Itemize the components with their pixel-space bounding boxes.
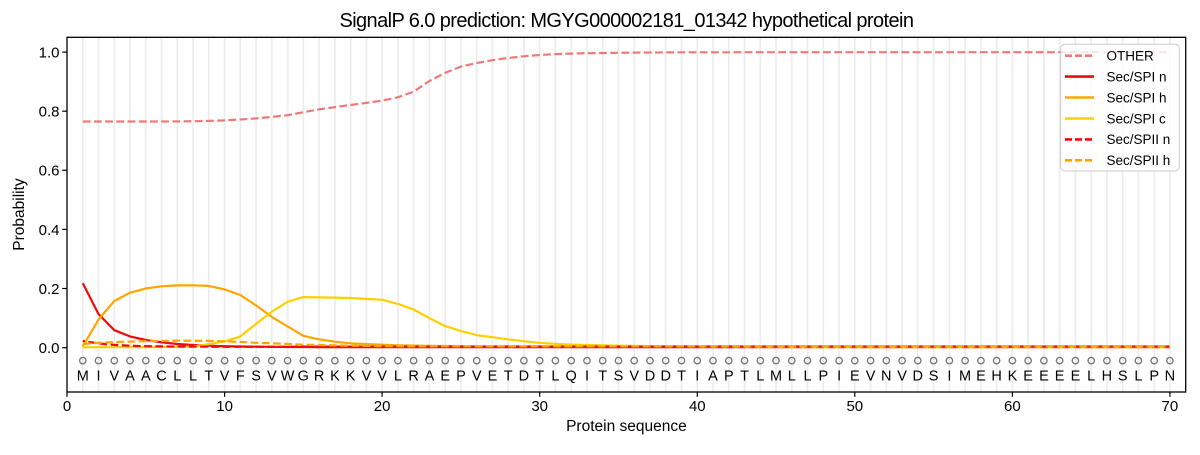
- svg-text:E: E: [1055, 369, 1065, 385]
- svg-text:40: 40: [689, 398, 706, 415]
- svg-text:Sec/SPI c: Sec/SPI c: [1107, 111, 1167, 126]
- svg-text:70: 70: [1162, 398, 1179, 415]
- svg-text:I: I: [947, 369, 951, 385]
- svg-text:E: E: [976, 369, 986, 385]
- svg-text:V: V: [629, 369, 639, 385]
- svg-text:Q: Q: [566, 369, 577, 385]
- svg-text:E: E: [488, 369, 498, 385]
- svg-text:Sec/SPI n: Sec/SPI n: [1107, 69, 1167, 84]
- svg-text:R: R: [314, 369, 324, 385]
- svg-text:S: S: [929, 369, 939, 385]
- svg-text:A: A: [425, 369, 435, 385]
- svg-text:S: S: [614, 369, 624, 385]
- svg-text:K: K: [1008, 369, 1018, 385]
- svg-text:S: S: [251, 369, 261, 385]
- svg-text:L: L: [803, 369, 811, 385]
- svg-text:K: K: [346, 369, 356, 385]
- svg-text:P: P: [818, 369, 828, 385]
- svg-text:L: L: [1134, 369, 1142, 385]
- svg-text:T: T: [677, 369, 686, 385]
- svg-text:E: E: [1039, 369, 1049, 385]
- svg-text:Sec/SPII n: Sec/SPII n: [1107, 132, 1171, 147]
- svg-text:SignalP 6.0 prediction: MGYG00: SignalP 6.0 prediction: MGYG000002181_01…: [339, 10, 913, 32]
- svg-text:20: 20: [374, 398, 391, 415]
- svg-text:I: I: [837, 369, 841, 385]
- svg-text:A: A: [708, 369, 718, 385]
- svg-text:L: L: [1087, 369, 1095, 385]
- svg-text:L: L: [394, 369, 402, 385]
- svg-text:D: D: [645, 369, 655, 385]
- svg-text:F: F: [236, 369, 245, 385]
- svg-text:0.2: 0.2: [39, 281, 60, 298]
- svg-text:T: T: [740, 369, 749, 385]
- svg-text:V: V: [472, 369, 482, 385]
- svg-text:V: V: [109, 369, 119, 385]
- svg-text:OTHER: OTHER: [1107, 49, 1155, 64]
- svg-text:P: P: [1149, 369, 1159, 385]
- svg-text:T: T: [535, 369, 544, 385]
- svg-text:10: 10: [216, 398, 233, 415]
- svg-text:E: E: [440, 369, 450, 385]
- svg-text:P: P: [724, 369, 734, 385]
- svg-text:V: V: [866, 369, 876, 385]
- svg-text:T: T: [504, 369, 513, 385]
- svg-text:I: I: [96, 369, 100, 385]
- svg-text:Sec/SPII h: Sec/SPII h: [1107, 153, 1171, 168]
- svg-text:L: L: [173, 369, 181, 385]
- svg-text:Probability: Probability: [11, 178, 28, 251]
- svg-text:C: C: [156, 369, 166, 385]
- svg-text:I: I: [585, 369, 589, 385]
- svg-text:E: E: [1071, 369, 1081, 385]
- svg-text:S: S: [1118, 369, 1128, 385]
- svg-text:L: L: [189, 369, 197, 385]
- svg-text:L: L: [756, 369, 764, 385]
- svg-text:Sec/SPI h: Sec/SPI h: [1107, 90, 1167, 105]
- svg-text:E: E: [1023, 369, 1033, 385]
- svg-text:D: D: [519, 369, 529, 385]
- svg-text:W: W: [281, 369, 295, 385]
- svg-text:R: R: [408, 369, 418, 385]
- svg-text:0.8: 0.8: [39, 104, 60, 121]
- svg-text:60: 60: [1004, 398, 1021, 415]
- svg-text:A: A: [125, 369, 135, 385]
- svg-text:30: 30: [531, 398, 548, 415]
- svg-text:V: V: [220, 369, 230, 385]
- svg-text:M: M: [770, 369, 782, 385]
- svg-text:V: V: [362, 369, 372, 385]
- svg-text:N: N: [881, 369, 891, 385]
- svg-text:V: V: [377, 369, 387, 385]
- svg-text:N: N: [1165, 369, 1175, 385]
- svg-text:V: V: [267, 369, 277, 385]
- svg-text:A: A: [141, 369, 151, 385]
- svg-text:0.0: 0.0: [39, 340, 60, 357]
- svg-text:M: M: [77, 369, 89, 385]
- svg-text:D: D: [660, 369, 670, 385]
- svg-text:L: L: [551, 369, 559, 385]
- svg-text:H: H: [991, 369, 1001, 385]
- svg-text:0.6: 0.6: [39, 163, 60, 180]
- svg-text:50: 50: [846, 398, 863, 415]
- svg-text:0.4: 0.4: [39, 222, 60, 239]
- svg-text:L: L: [788, 369, 796, 385]
- svg-text:E: E: [850, 369, 860, 385]
- svg-text:D: D: [913, 369, 923, 385]
- svg-text:1.0: 1.0: [39, 45, 60, 62]
- svg-text:P: P: [456, 369, 466, 385]
- svg-text:T: T: [598, 369, 607, 385]
- svg-text:G: G: [298, 369, 309, 385]
- svg-text:M: M: [959, 369, 971, 385]
- svg-text:T: T: [204, 369, 213, 385]
- svg-text:H: H: [1102, 369, 1112, 385]
- svg-text:0: 0: [63, 398, 71, 415]
- svg-text:V: V: [897, 369, 907, 385]
- svg-text:I: I: [695, 369, 699, 385]
- svg-text:K: K: [330, 369, 340, 385]
- svg-text:Protein sequence: Protein sequence: [566, 418, 687, 435]
